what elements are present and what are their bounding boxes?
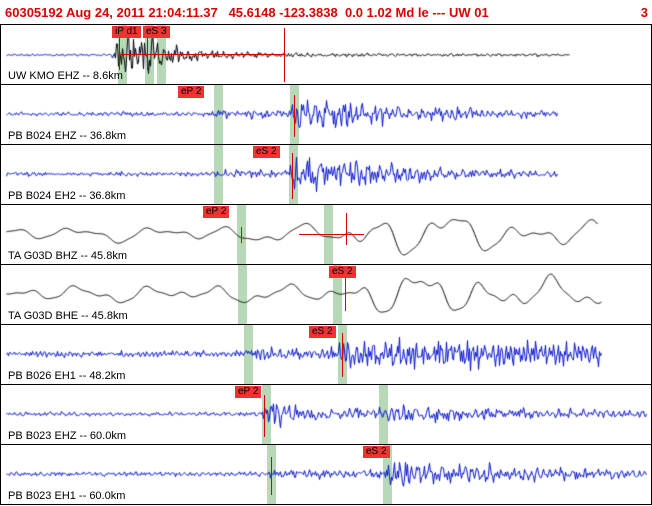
header-right-count: 3	[640, 4, 648, 20]
waveform-panel[interactable]: eP 2 PB B023 EHZ -- 60.0km	[1, 385, 651, 445]
waveform-trace[interactable]	[1, 265, 651, 324]
station-label: PB B024 EH2 -- 36.8km	[8, 190, 126, 202]
station-label: PB B026 EH1 -- 48.2km	[8, 370, 126, 382]
phase-label[interactable]: eP 2	[203, 206, 230, 218]
waveform-panel[interactable]: eS 2 PB B026 EH1 -- 48.2km	[1, 325, 651, 385]
phase-pick-line[interactable]	[271, 457, 272, 495]
waveform-trace[interactable]	[1, 385, 651, 444]
phase-pick-line[interactable]	[345, 277, 346, 311]
phase-pick-line[interactable]	[292, 153, 293, 199]
station-label: TA G03D BHZ -- 45.8km	[8, 250, 127, 262]
waveform-trace[interactable]	[1, 445, 651, 504]
waveform-panel[interactable]: iP d1 eS 3 UW KMO EHZ -- 8.6km	[1, 25, 651, 85]
phase-label[interactable]: eP 2	[235, 386, 262, 398]
phase-label[interactable]: iP d1	[112, 26, 141, 38]
coda-measure-line	[121, 54, 284, 55]
phase-pick-line[interactable]	[264, 395, 265, 437]
waveform-panel[interactable]: eS 2 PB B023 EH1 -- 60.0km	[1, 445, 651, 504]
phase-pick-line[interactable]	[241, 227, 242, 243]
phase-pick-line[interactable]	[119, 38, 120, 70]
phase-pick-line[interactable]	[294, 95, 295, 137]
waveform-trace[interactable]	[1, 145, 651, 204]
waveform-panels: iP d1 eS 3 UW KMO EHZ -- 8.6km eP 2 PB B024 …	[0, 24, 652, 505]
phase-label[interactable]: eS 2	[363, 446, 390, 458]
waveform-panel[interactable]: eP 2 TA G03D BHZ -- 45.8km	[1, 205, 651, 265]
waveform-trace[interactable]	[1, 25, 651, 84]
station-label: PB B023 EH1 -- 60.0km	[8, 490, 126, 502]
event-summary: 60305192 Aug 24, 2011 21:04:11.37 45.614…	[5, 4, 489, 20]
phase-label[interactable]: eS 2	[309, 326, 336, 338]
coda-measure-line	[299, 234, 364, 235]
phase-label[interactable]: eS 2	[253, 146, 280, 158]
phase-pick-line[interactable]	[284, 28, 285, 82]
phase-pick-line[interactable]	[346, 213, 347, 245]
station-label: PB B024 EHZ -- 36.8km	[8, 130, 126, 142]
station-label: UW KMO EHZ -- 8.6km	[8, 70, 123, 82]
phase-label[interactable]: eS 2	[329, 266, 356, 278]
station-label: TA G03D BHE -- 45.8km	[8, 310, 128, 322]
phase-label[interactable]: eP 2	[178, 86, 205, 98]
waveform-trace[interactable]	[1, 85, 651, 144]
waveform-panel[interactable]: eS 2 PB B024 EH2 -- 36.8km	[1, 145, 651, 205]
event-header: 60305192 Aug 24, 2011 21:04:11.37 45.614…	[0, 0, 652, 24]
station-label: PB B023 EHZ -- 60.0km	[8, 430, 126, 442]
waveform-panel[interactable]: eP 2 PB B024 EHZ -- 36.8km	[1, 85, 651, 145]
waveform-panel[interactable]: eS 2 TA G03D BHE -- 45.8km	[1, 265, 651, 325]
phase-pick-line[interactable]	[342, 333, 343, 377]
phase-label[interactable]: eS 3	[143, 26, 170, 38]
